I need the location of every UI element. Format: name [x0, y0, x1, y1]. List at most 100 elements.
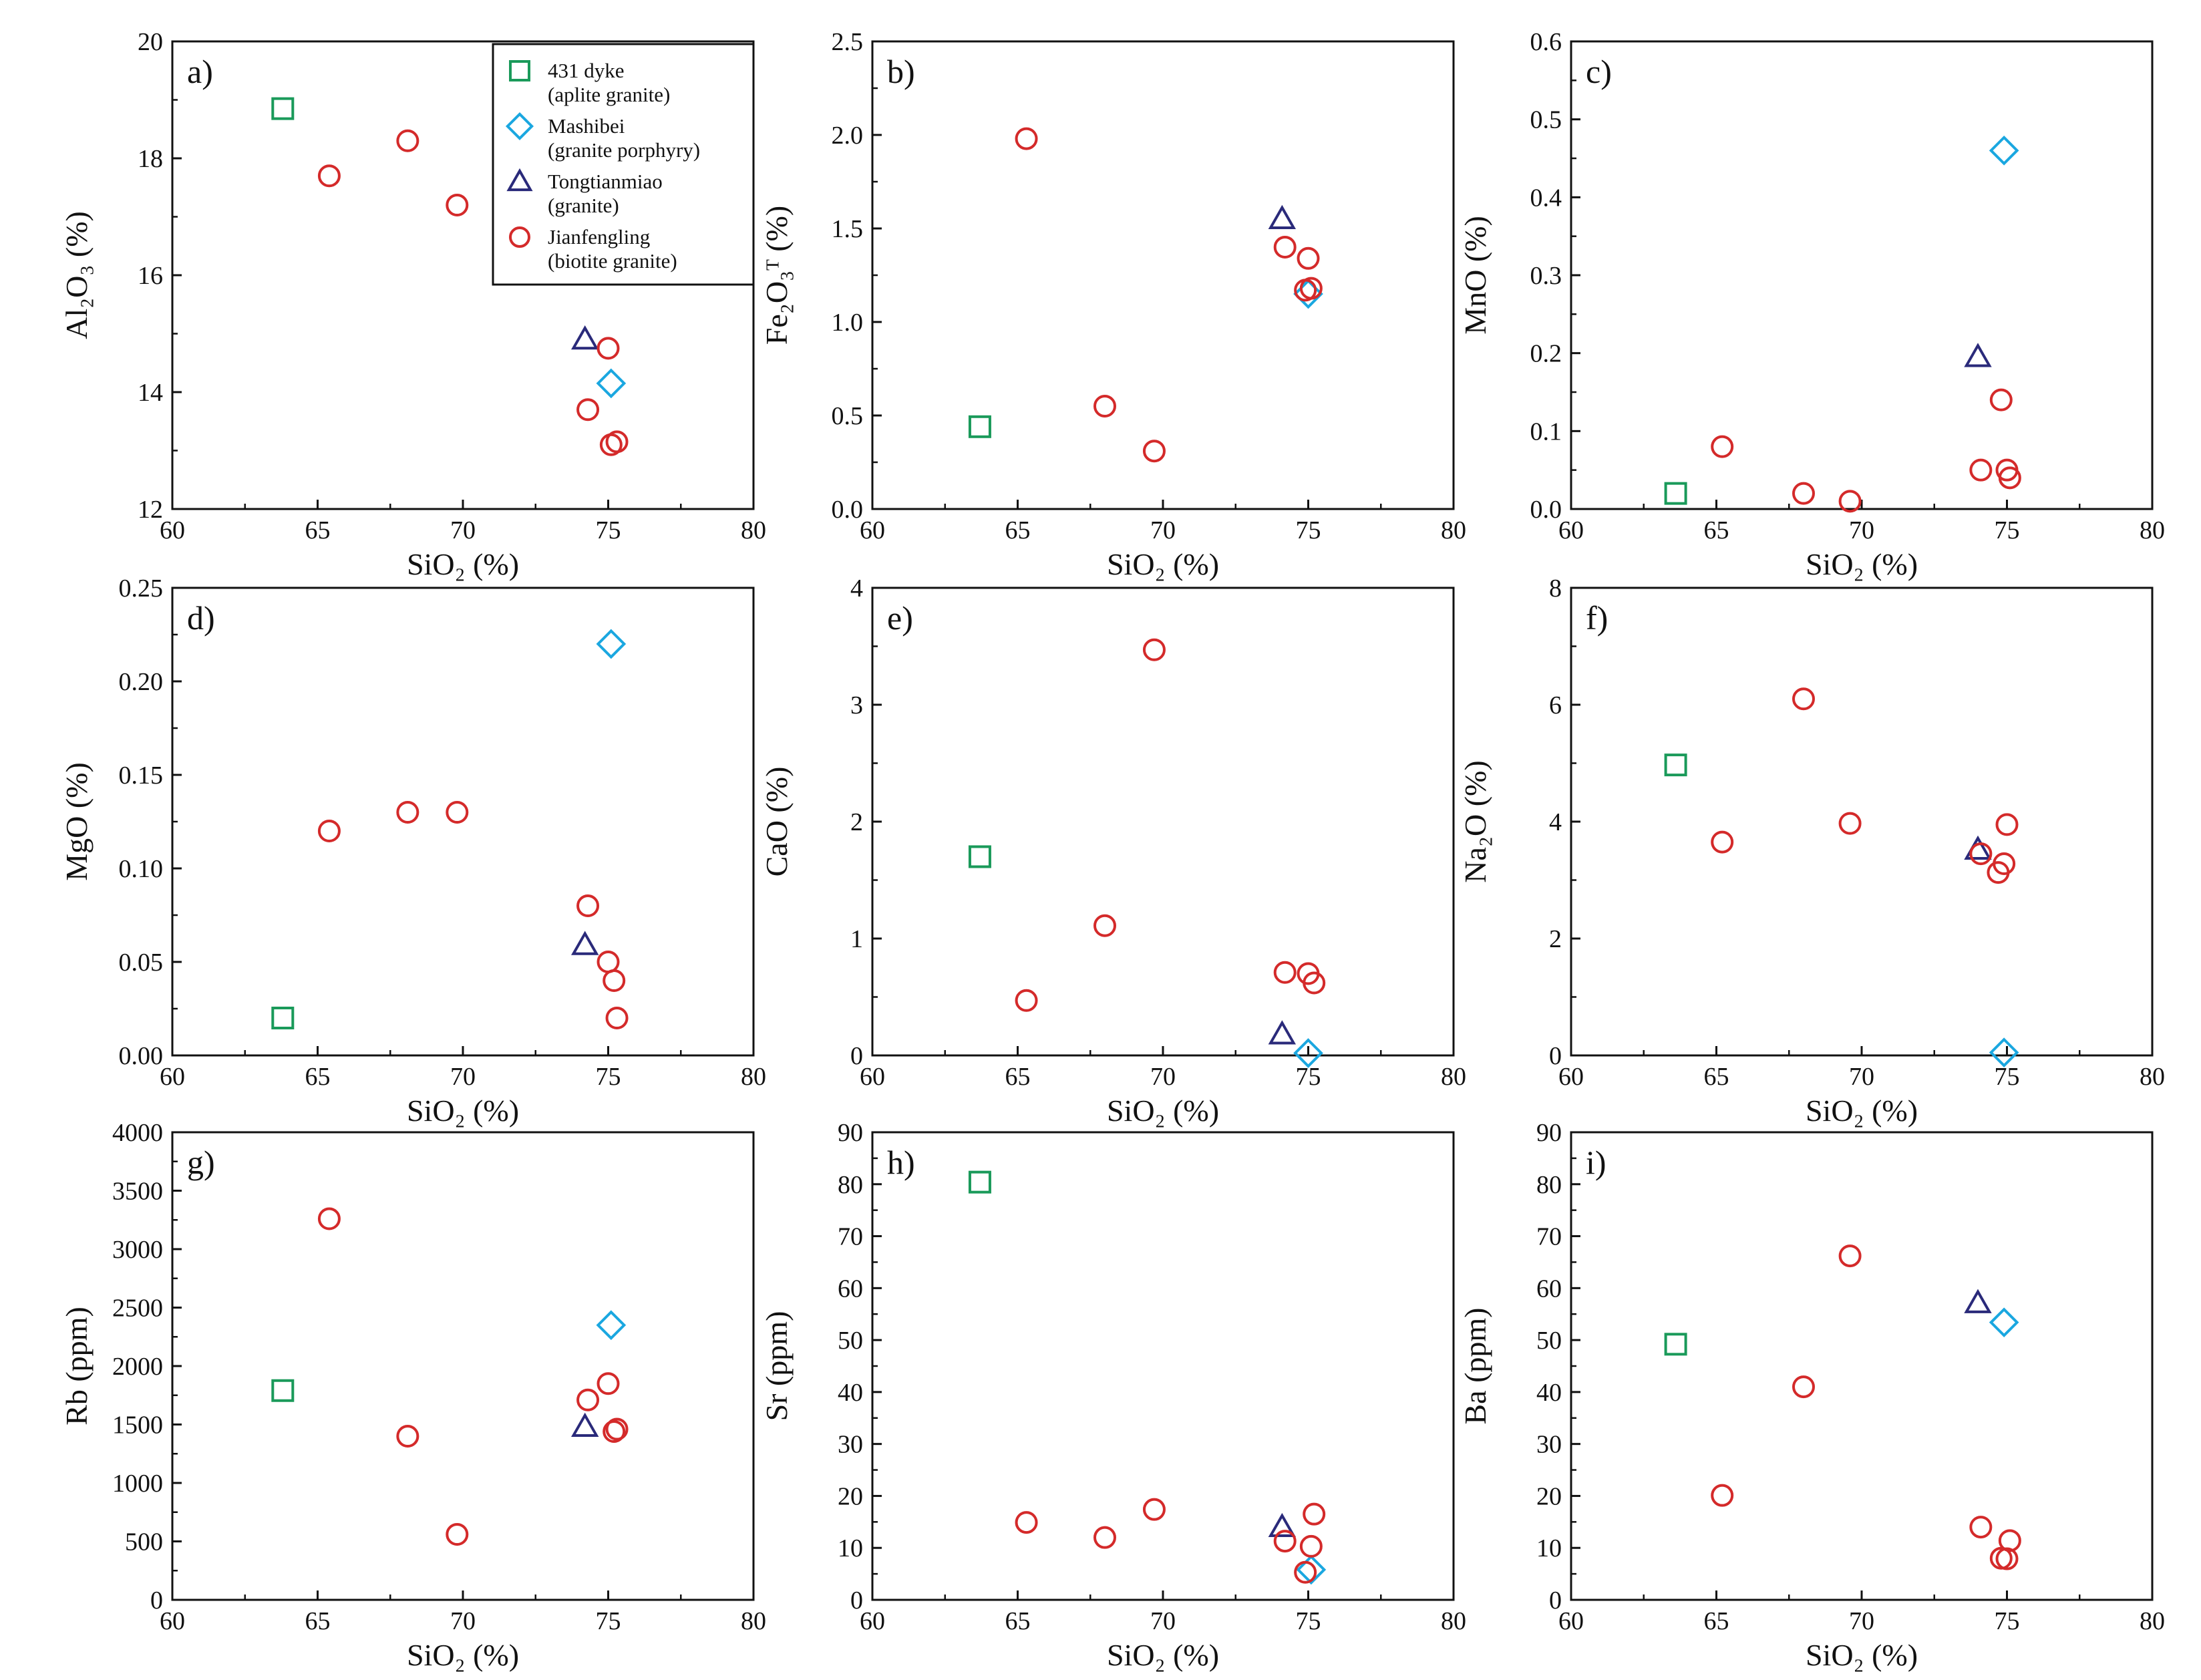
y-tick-label: 50	[1536, 1327, 1562, 1355]
series-tongtianmiao	[571, 931, 599, 955]
series-mashibei	[596, 629, 627, 659]
y-tick-label: 3	[850, 691, 863, 719]
plot-frame	[171, 1131, 755, 1601]
data-point	[1293, 1038, 1323, 1068]
y-tick-label: 4000	[112, 1119, 163, 1147]
series-mashibei	[1989, 1037, 2019, 1067]
data-point	[1093, 1526, 1116, 1549]
data-point	[1838, 812, 1862, 835]
x-tick-label: 70	[450, 1063, 476, 1091]
y-tick-label: 40	[1536, 1379, 1562, 1407]
legend-label: 431 dyke	[548, 59, 625, 82]
data-point	[968, 415, 991, 438]
series-431-dyke	[1664, 753, 1687, 777]
y-tick-label: 0.5	[832, 402, 864, 430]
data-point	[396, 801, 419, 824]
y-tick-label: 70	[1536, 1223, 1562, 1251]
data-point	[605, 1007, 629, 1029]
data-point	[1303, 1502, 1326, 1526]
data-point	[1664, 1333, 1687, 1356]
y-tick-label: 0.0	[1530, 496, 1562, 524]
series-mashibei	[1989, 1307, 2019, 1337]
data-point	[446, 1523, 469, 1546]
data-point	[1303, 971, 1326, 995]
series-tongtianmiao	[1268, 1512, 1297, 1538]
x-tick-label: 65	[1005, 1607, 1031, 1635]
y-tick-label: 0.5	[1530, 106, 1562, 134]
data-point	[1711, 830, 1734, 854]
series-431-dyke	[968, 415, 991, 438]
x-tick-label: 70	[1849, 1607, 1874, 1635]
y-tick-label: 18	[138, 145, 163, 173]
data-point	[1268, 204, 1297, 229]
y-tick-label: 0.20	[119, 668, 164, 696]
data-point	[1299, 1534, 1323, 1558]
y-axis-label: MnO (%)	[1458, 216, 1492, 335]
x-tick-label: 70	[1150, 1063, 1176, 1091]
data-point	[1142, 440, 1166, 463]
data-point	[446, 801, 469, 824]
data-point	[1989, 1307, 2019, 1337]
y-tick-label: 0	[850, 1586, 863, 1615]
data-point	[271, 97, 295, 120]
x-tick-label: 75	[1995, 1607, 2020, 1635]
x-axis-label: SiO₂ (%)	[407, 1638, 519, 1672]
data-point	[968, 1170, 991, 1194]
legend-marker-diamond	[505, 112, 534, 141]
y-tick-label: 0.2	[1530, 340, 1562, 368]
y-tick-label: 2.0	[832, 122, 864, 150]
data-point	[605, 430, 629, 454]
y-tick-label: 60	[838, 1275, 863, 1303]
data-point	[1995, 1547, 2019, 1570]
data-point	[597, 951, 620, 973]
y-tick-label: 2500	[112, 1295, 163, 1323]
x-tick-label: 70	[1150, 1607, 1176, 1635]
data-point	[1838, 1244, 1862, 1268]
x-tick-label: 65	[305, 1063, 331, 1091]
legend-label: Tongtianmiao	[548, 170, 663, 193]
series-tongtianmiao	[1964, 1289, 1992, 1313]
x-tick-label: 70	[450, 1607, 476, 1635]
y-tick-label: 1000	[112, 1470, 163, 1498]
series-jianfengling	[1015, 127, 1323, 463]
x-tick-label: 65	[1005, 516, 1031, 544]
y-tick-label: 90	[1536, 1119, 1562, 1147]
y-tick-label: 3000	[112, 1236, 163, 1264]
x-tick-label: 75	[1296, 1607, 1321, 1635]
data-point	[596, 629, 627, 659]
y-tick-label: 2000	[112, 1353, 163, 1381]
y-tick-label: 90	[838, 1119, 863, 1147]
x-tick-label: 60	[1558, 516, 1584, 544]
y-tick-label: 50	[838, 1327, 863, 1355]
x-axis-label: SiO₂ (%)	[407, 547, 519, 581]
data-point	[1015, 1511, 1038, 1534]
y-tick-label: 20	[838, 1482, 863, 1510]
data-point	[576, 894, 600, 917]
data-point	[317, 164, 341, 188]
series-tongtianmiao	[1964, 343, 1992, 367]
x-tick-label: 75	[1296, 516, 1321, 544]
legend-sublabel: (aplite granite)	[548, 83, 670, 106]
series-jianfengling	[1015, 1498, 1326, 1584]
data-point	[1142, 1498, 1166, 1521]
data-point	[1293, 279, 1323, 309]
panel-letter: c)	[1586, 53, 1612, 90]
x-tick-label: 60	[860, 1063, 885, 1091]
x-tick-label: 80	[1441, 1607, 1466, 1635]
x-axis-label: SiO₂ (%)	[1107, 1638, 1219, 1672]
x-axis-label: SiO₂ (%)	[1806, 547, 1918, 581]
plot-panel-c: 60 65 70 75 80 0.0 0.1 0.2 0.3 0.4 0.5 0.6 SiO₂ (%) M…	[1458, 28, 2165, 581]
x-axis-label: SiO₂ (%)	[1107, 547, 1219, 581]
legend-sublabel: (granite)	[548, 194, 619, 217]
series-jianfengling	[317, 801, 629, 1029]
panel-letter: b)	[887, 53, 915, 90]
data-point	[1015, 989, 1038, 1012]
data-point	[968, 845, 991, 868]
y-tick-label: 10	[838, 1534, 863, 1562]
x-tick-label: 80	[2140, 516, 2165, 544]
data-point	[1273, 236, 1297, 259]
data-point	[1792, 687, 1815, 711]
data-point	[1964, 1289, 1992, 1313]
data-point	[271, 1007, 295, 1029]
